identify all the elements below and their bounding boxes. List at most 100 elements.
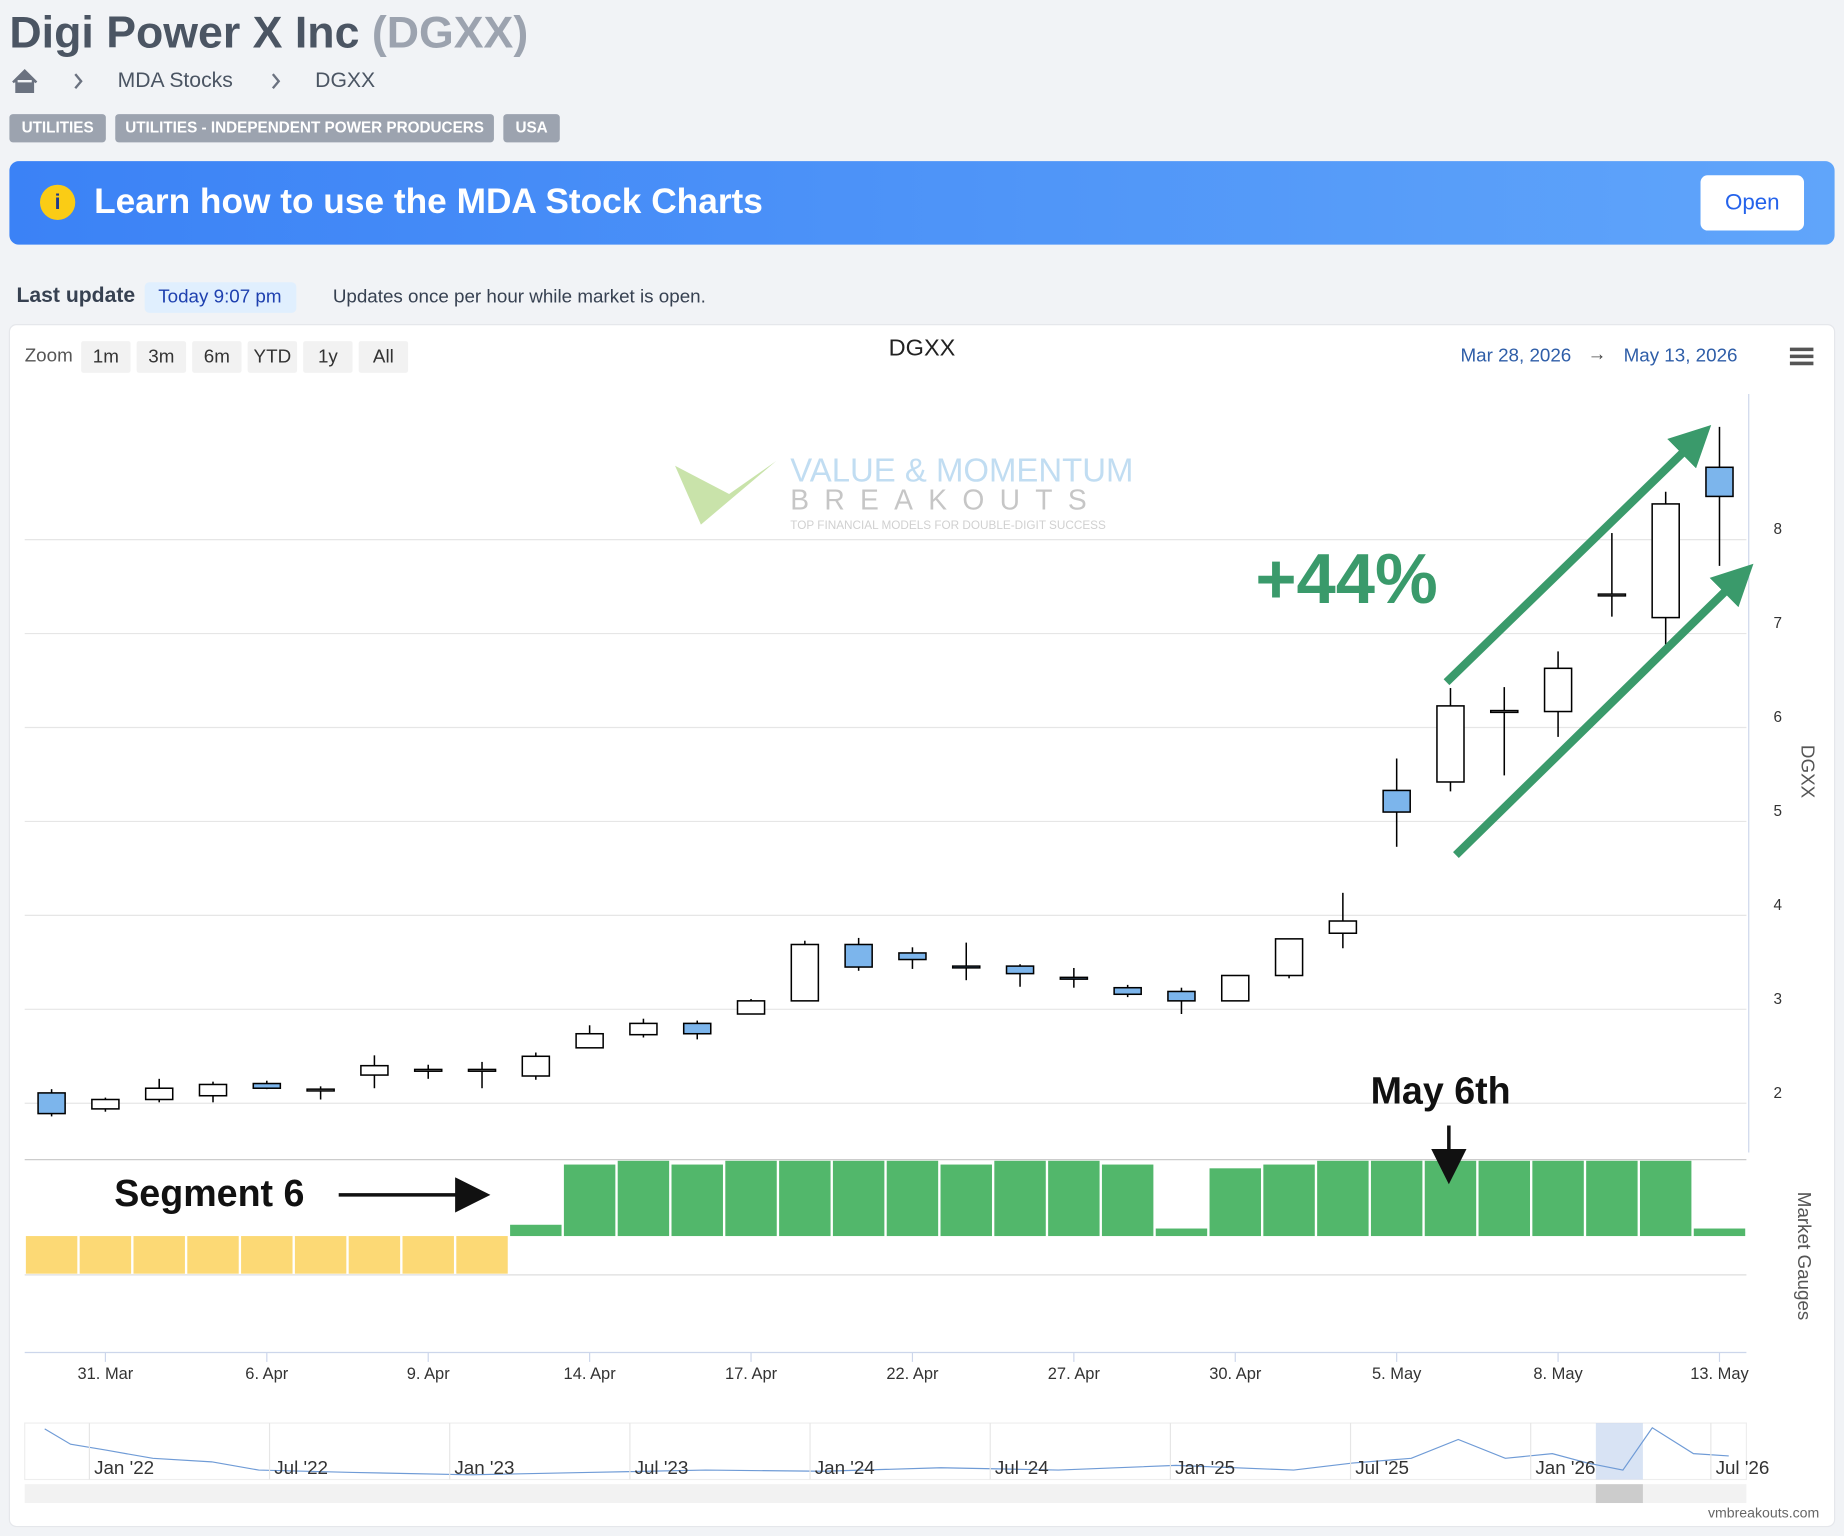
- zoom-button-label[interactable]: 1y: [318, 346, 338, 367]
- navigator-label: Jan '23: [454, 1457, 514, 1478]
- gauge-bar: [1317, 1160, 1369, 1237]
- candle-body: [413, 1068, 443, 1072]
- info-icon: [39, 184, 76, 220]
- x-tick-label: 27. Apr: [1048, 1365, 1101, 1383]
- candle-body: [736, 1000, 766, 1015]
- annotation: +44%: [1255, 539, 1437, 618]
- zoom-button-label[interactable]: All: [373, 346, 394, 367]
- watermark-logo: [675, 461, 777, 525]
- x-tick-label: 6. Apr: [245, 1365, 289, 1383]
- banner-text: Learn how to use the MDA Stock Charts: [94, 182, 763, 221]
- range-from[interactable]: Mar 28, 2026: [1461, 344, 1572, 365]
- gauge-bar: [133, 1236, 185, 1274]
- breadcrumb-link[interactable]: MDA Stocks: [118, 69, 233, 92]
- y-tick-label: 3: [1773, 991, 1782, 1008]
- x-tick-label: 5. May: [1372, 1365, 1422, 1383]
- gauge-bar: [1263, 1164, 1315, 1237]
- navigator-series: [44, 1426, 1729, 1476]
- navigator-label: Jan '25: [1175, 1457, 1235, 1478]
- zoom-button[interactable]: [358, 341, 409, 373]
- zoom-button-label[interactable]: 1m: [93, 346, 119, 367]
- candle-body: [306, 1088, 335, 1092]
- candle-body: [575, 1032, 604, 1049]
- gauge-bar: [563, 1164, 616, 1237]
- ticker: (DGXX): [372, 8, 528, 57]
- tag-bg: [115, 114, 494, 143]
- x-tick-label: 9. Apr: [407, 1365, 451, 1383]
- menu-button[interactable]: [1789, 347, 1814, 366]
- gauge-bar: [671, 1164, 723, 1237]
- trend-arrow: [1443, 425, 1712, 686]
- tag[interactable]: USA: [515, 119, 547, 136]
- gauge-bar: [1048, 1160, 1100, 1237]
- zoom-button[interactable]: [303, 341, 353, 373]
- watermark: VALUE & MOMENTUM BREAKOUTS TOP FINANCIAL…: [675, 452, 1133, 532]
- gauge-bar: [25, 1236, 78, 1274]
- candle-body: [1651, 503, 1680, 619]
- candle-body: [1705, 466, 1734, 498]
- home-icon[interactable]: [12, 68, 38, 93]
- open-button-label[interactable]: Open: [1725, 189, 1780, 214]
- gauge-bar: [1478, 1160, 1531, 1237]
- range-to[interactable]: May 13, 2026: [1624, 344, 1738, 365]
- candle-body: [467, 1068, 497, 1072]
- annotation: Segment 6: [114, 1172, 304, 1214]
- navigator-labels: Jan '22 Jul '22 Jan '23 Jul '23 Jan '24 Jul '…: [88, 1423, 1770, 1480]
- candle-body: [1167, 990, 1196, 1002]
- credits[interactable]: vmbreakouts.com: [1708, 1504, 1819, 1520]
- y-axis-title: DGXX: [1797, 745, 1818, 799]
- zoom-button[interactable]: [247, 341, 298, 373]
- candle-body: [1382, 789, 1411, 813]
- gauge-bar: [402, 1236, 454, 1274]
- candle-body: [252, 1082, 282, 1089]
- navigator[interactable]: [24, 1422, 1747, 1481]
- zoom-label: Zoom: [25, 344, 73, 365]
- navigator-label: Jul '25: [1355, 1457, 1409, 1478]
- candle-body: [1489, 709, 1519, 714]
- y-tick-label: 4: [1773, 897, 1782, 914]
- zoom-button-label[interactable]: 3m: [148, 346, 174, 367]
- gauge-bar: [241, 1236, 293, 1274]
- trend-arrow: [1453, 563, 1754, 858]
- zoom-button-label[interactable]: YTD: [254, 346, 292, 367]
- candle-body: [91, 1098, 120, 1110]
- gauge-bar: [994, 1160, 1046, 1237]
- y-tick-label: 8: [1773, 521, 1782, 538]
- gauge-bar: [1532, 1160, 1584, 1237]
- update-badge: [144, 282, 297, 313]
- open-button[interactable]: [1700, 175, 1805, 231]
- x-tick-label: 14. Apr: [564, 1365, 617, 1383]
- gauge-bar: [1370, 1160, 1423, 1237]
- range-arrow: →: [1588, 343, 1607, 364]
- info-glyph: i: [55, 191, 61, 214]
- zoom-button[interactable]: [192, 341, 242, 373]
- zoom-button[interactable]: [136, 341, 187, 373]
- candle-body: [1543, 667, 1573, 713]
- navigator-selection[interactable]: [1595, 1423, 1643, 1480]
- navigator-label: Jan '26: [1535, 1457, 1595, 1478]
- tag[interactable]: UTILITIES: [22, 119, 94, 136]
- candle-body: [1597, 593, 1627, 597]
- plot: 2 3 4 5 6 7 8 31. Mar 6. Apr 9. Apr 14. Apr 17. Apr…: [24, 426, 1782, 1383]
- page-title: Digi Power X Inc (DGXX): [9, 8, 528, 57]
- tag-bg: [503, 114, 560, 143]
- candle-body: [1436, 705, 1465, 783]
- navigator-label: Jul '22: [274, 1457, 328, 1478]
- update-time: Today 9:07 pm: [158, 286, 281, 307]
- scrollbar-thumb[interactable]: [1595, 1484, 1643, 1504]
- gauge-bar: [617, 1160, 670, 1237]
- watermark-text: VALUE & MOMENTUM: [790, 452, 1133, 489]
- candle-body: [360, 1064, 389, 1076]
- candle-body: [1059, 976, 1089, 980]
- candle-body: [1274, 938, 1304, 977]
- x-tick-label: 31. Mar: [78, 1365, 134, 1383]
- tag[interactable]: UTILITIES - INDEPENDENT POWER PRODUCERS: [125, 119, 484, 136]
- gauge-bar: [1155, 1228, 1208, 1237]
- candle-body: [521, 1055, 551, 1077]
- candle-body: [144, 1087, 174, 1101]
- zoom-button-label[interactable]: 6m: [204, 346, 230, 367]
- navigator-label: Jul '26: [1716, 1457, 1770, 1478]
- zoom-button[interactable]: [81, 341, 131, 373]
- scrollbar[interactable]: [24, 1484, 1747, 1504]
